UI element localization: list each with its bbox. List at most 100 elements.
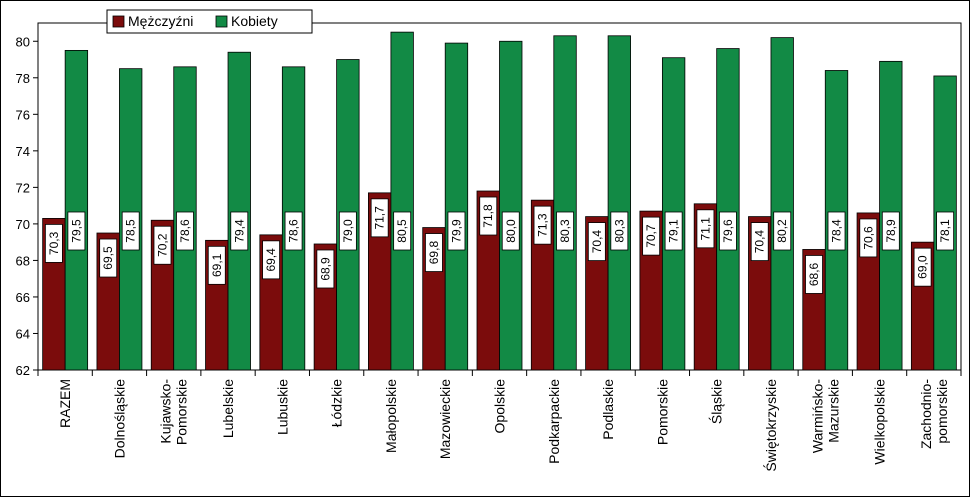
data-label-men-group: 70,2: [153, 225, 172, 265]
data-label-women: 80,0: [504, 219, 518, 243]
data-label-women-box: [773, 211, 792, 251]
data-label-men-box: [153, 225, 172, 265]
data-label-men: 70,4: [590, 230, 604, 254]
y-tick-label: 74: [16, 144, 30, 159]
data-label-men-group: 69,8: [425, 233, 443, 272]
data-label-men-group: 70,3: [44, 224, 63, 263]
y-tick-label: 64: [16, 326, 30, 341]
data-label-men-box: [479, 196, 498, 236]
data-label-women-group: 78,5: [121, 211, 140, 251]
bars: [42, 31, 957, 371]
bar-women: [553, 35, 577, 371]
data-label-men-box: [425, 233, 443, 272]
data-label-men-group: 69,5: [99, 238, 118, 278]
x-tick-label: Śląskie: [708, 379, 725, 424]
data-label-women-box: [393, 211, 412, 251]
y-tick-label: 70: [16, 217, 30, 232]
data-label-men-box: [805, 255, 823, 294]
data-label-men-box: [533, 205, 552, 245]
data-label-men-box: [642, 216, 661, 256]
legend-swatch-men: [112, 15, 125, 28]
data-label-women: 80,3: [558, 219, 572, 243]
data-label-women-group: 79,4: [230, 211, 249, 251]
bar-women: [607, 35, 631, 371]
bar-women: [770, 37, 794, 371]
data-label-men-box: [370, 198, 389, 238]
x-tick-label: Podkarpackie: [546, 379, 562, 464]
data-label-men: 69,0: [916, 255, 930, 279]
data-label-men-box: [587, 222, 606, 261]
x-tick-label: Łódzkie: [329, 379, 345, 427]
data-label-women-box: [556, 211, 574, 251]
data-label-men-box: [44, 224, 63, 263]
data-label-men-box: [696, 209, 715, 249]
data-label-women-box: [284, 211, 303, 251]
data-label-men: 70,4: [753, 230, 767, 254]
x-tick-label: Lubelskie: [220, 379, 236, 438]
data-label-men-group: 70,6: [859, 218, 878, 258]
data-label-men: 70,2: [155, 233, 169, 257]
data-label-women-box: [67, 211, 86, 251]
data-label-men: 71,3: [536, 213, 550, 237]
data-label-men: 71,7: [373, 206, 387, 230]
legend-swatch-women: [215, 15, 228, 28]
data-label-women: 78,5: [124, 219, 138, 243]
data-label-women-box: [719, 211, 737, 251]
data-label-men-group: 69,0: [913, 247, 932, 287]
data-label-women-box: [176, 211, 194, 251]
data-label-women: 78,1: [938, 219, 952, 243]
data-label-men: 69,1: [210, 253, 224, 277]
data-label-women: 78,4: [830, 219, 844, 243]
data-label-men-group: 71,7: [370, 198, 389, 238]
x-tick-label: Świętokrzyskie: [762, 379, 779, 472]
data-label-men-box: [913, 247, 932, 287]
legend: Mężczyźni Kobiety: [106, 9, 313, 34]
data-label-men-group: 70,4: [750, 222, 769, 261]
x-tick-label: Wielkopolskie: [872, 379, 888, 465]
data-label-women-group: 79,6: [719, 211, 737, 251]
y-tick-label: 76: [16, 107, 30, 122]
data-label-men: 69,8: [427, 241, 441, 265]
data-label-men: 71,8: [481, 204, 495, 228]
data-label-women-box: [501, 211, 520, 251]
bar-women: [499, 40, 523, 371]
x-tick-label: Lubuskie: [274, 379, 290, 435]
data-label-men-group: 71,8: [479, 196, 498, 236]
data-label-men-box: [750, 222, 769, 261]
bar-women: [227, 51, 251, 371]
data-label-women-group: 80,3: [610, 211, 629, 251]
data-label-women: 78,6: [178, 219, 192, 243]
y-tick-label: 78: [16, 71, 30, 86]
x-tick-label: Dolnośląskie: [111, 379, 127, 459]
data-label-men: 68,9: [318, 257, 332, 281]
data-label-women-group: 80,2: [773, 211, 792, 251]
data-label-men-box: [859, 218, 878, 258]
x-tick-labels: RAZEM Dolnośląskie Kujawsko-Pomorskie Lubel…: [57, 379, 950, 472]
data-label-men-group: 68,9: [316, 249, 335, 289]
data-label-women-box: [121, 211, 140, 251]
data-label-women-group: 79,1: [664, 211, 683, 251]
data-label-women-box: [664, 211, 683, 251]
data-label-women: 79,1: [667, 219, 681, 243]
data-label-women-box: [338, 211, 357, 251]
data-label-men: 69,4: [264, 248, 278, 272]
data-label-men-group: 70,4: [587, 222, 606, 261]
y-tick-label: 66: [16, 290, 30, 305]
data-label-men: 70,7: [644, 224, 658, 248]
data-label-women: 78,6: [287, 219, 301, 243]
data-label-women-box: [230, 211, 249, 251]
data-label-women-group: 80,3: [556, 211, 574, 251]
data-label-women: 79,4: [232, 219, 246, 243]
bar-women: [716, 48, 740, 371]
data-label-men: 71,1: [698, 217, 712, 241]
x-tick-label: Podlaskie: [600, 379, 616, 440]
data-labels: 70,3 79,5 69,5 78,5 70,2 78,6 69,1 79,4 69,4 78,6…: [44, 196, 955, 294]
bar-women: [444, 42, 469, 371]
data-label-women: 79,9: [449, 219, 463, 243]
x-tick-label: Zachodnio-pomorskie: [918, 379, 950, 449]
data-label-women-group: 78,4: [827, 211, 846, 251]
x-tick-label: Mazowieckie: [437, 379, 453, 459]
legend-label-women: Kobiety: [231, 13, 278, 29]
